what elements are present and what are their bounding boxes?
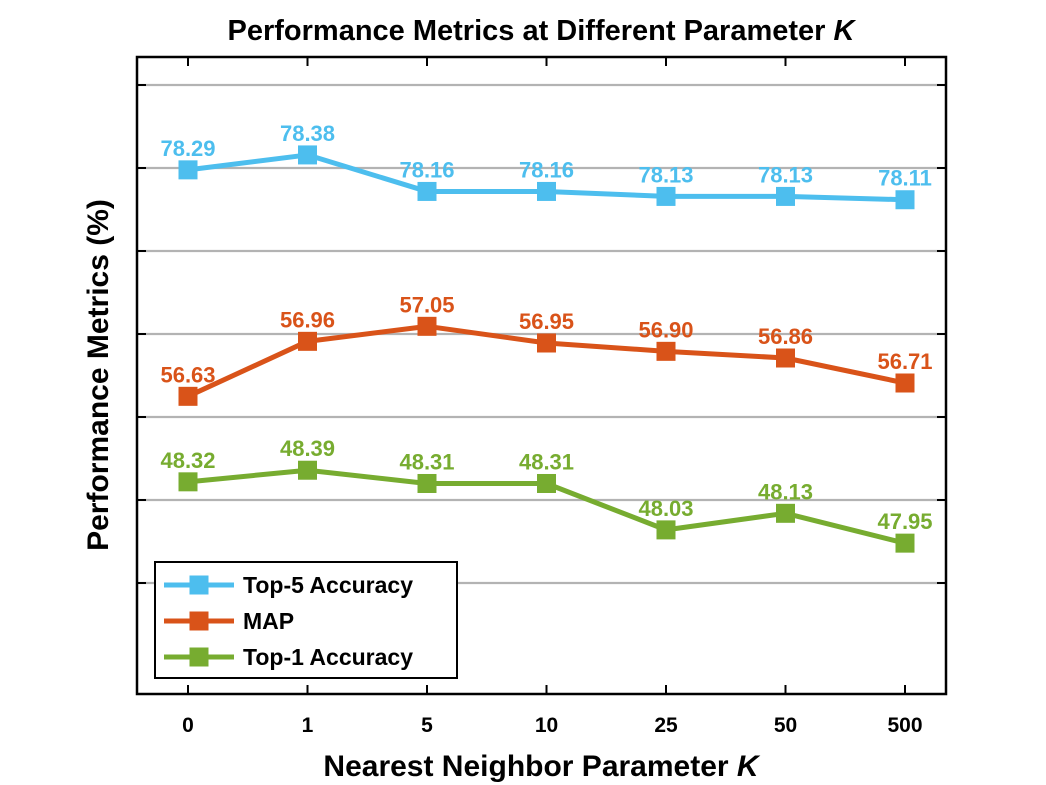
data-label-top-5-accuracy-5: 78.16 xyxy=(399,157,454,182)
legend-label-top-1-accuracy: Top-1 Accuracy xyxy=(243,644,413,670)
data-label-map-0: 56.63 xyxy=(160,362,215,387)
axis-ticks: 0 1 5 10 25 50 500 xyxy=(137,57,946,737)
data-label-map-10: 56.95 xyxy=(519,309,574,334)
marker-map-1 xyxy=(298,331,317,351)
data-label-map-50: 56.86 xyxy=(758,324,813,349)
data-label-top-5-accuracy-500: 78.11 xyxy=(878,166,932,191)
data-label-top-1-accuracy-500: 47.95 xyxy=(877,509,932,534)
y-axis-label: Performance Metrics (%) xyxy=(82,199,115,551)
marker-map-0 xyxy=(178,386,198,406)
chart-title-italic: K xyxy=(834,15,857,47)
data-label-top-5-accuracy-25: 78.13 xyxy=(638,162,693,187)
x-tick-label-500: 500 xyxy=(887,714,922,737)
marker-map-10 xyxy=(537,333,556,353)
data-label-map-25: 56.90 xyxy=(638,317,693,342)
data-label-top-5-accuracy-50: 78.13 xyxy=(758,162,813,187)
data-label-top-5-accuracy-1: 78.38 xyxy=(280,121,335,146)
marker-map-500 xyxy=(895,373,915,393)
legend-marker-top-1-accuracy xyxy=(189,647,209,667)
data-label-top-1-accuracy-1: 48.39 xyxy=(280,436,335,461)
data-label-map-1: 56.96 xyxy=(280,307,335,332)
x-tick-label-5: 5 xyxy=(421,714,433,737)
legend: Top-5 Accuracy MAP Top-1 Accuracy xyxy=(154,561,458,679)
data-label-map-500: 56.71 xyxy=(877,349,932,374)
marker-top-5-accuracy-50 xyxy=(776,186,795,206)
x-tick-label-0: 0 xyxy=(182,714,194,737)
series-layer: 78.29 78.38 78.16 78.16 78.13 78.13 78.11 56.63… xyxy=(160,121,933,553)
marker-map-25 xyxy=(656,341,676,361)
marker-top-5-accuracy-0 xyxy=(178,160,198,180)
x-tick-label-1: 1 xyxy=(302,714,314,737)
chart-title-text: Performance Metrics at Different Paramet… xyxy=(228,15,826,47)
legend-marker-map xyxy=(189,611,209,631)
data-label-top-5-accuracy-0: 78.29 xyxy=(160,136,215,161)
data-label-top-1-accuracy-0: 48.32 xyxy=(160,448,215,473)
data-label-top-1-accuracy-5: 48.31 xyxy=(399,449,454,474)
marker-map-50 xyxy=(776,348,795,368)
marker-top-1-accuracy-10 xyxy=(537,473,556,493)
plot-frame xyxy=(135,55,948,696)
marker-top-5-accuracy-500 xyxy=(895,190,915,210)
marker-map-5 xyxy=(417,316,437,336)
data-label-top-1-accuracy-10: 48.31 xyxy=(519,449,574,474)
marker-top-5-accuracy-25 xyxy=(656,186,676,206)
x-axis-label-italic: K xyxy=(737,750,761,783)
x-tick-label-50: 50 xyxy=(774,714,797,737)
legend-label-top-5-accuracy: Top-5 Accuracy xyxy=(243,572,413,598)
data-label-map-5: 57.05 xyxy=(399,292,454,317)
x-tick-label-25: 25 xyxy=(654,714,678,737)
data-label-top-5-accuracy-10: 78.16 xyxy=(519,157,574,182)
legend-marker-top-5-accuracy xyxy=(189,575,209,595)
chart-title: Performance Metrics at Different Paramet… xyxy=(228,15,857,47)
marker-top-1-accuracy-5 xyxy=(417,473,437,493)
data-label-top-1-accuracy-25: 48.03 xyxy=(638,496,693,521)
x-axis-label: Nearest Neighbor Parameter K xyxy=(323,750,761,783)
x-axis-label-text: Nearest Neighbor Parameter xyxy=(323,750,728,783)
data-label-top-1-accuracy-50: 48.13 xyxy=(758,479,813,504)
marker-top-1-accuracy-50 xyxy=(776,503,795,523)
legend-label-map: MAP xyxy=(243,608,294,634)
marker-top-1-accuracy-1 xyxy=(298,460,317,480)
marker-top-1-accuracy-500 xyxy=(895,533,915,553)
marker-top-5-accuracy-10 xyxy=(537,181,556,201)
marker-top-1-accuracy-0 xyxy=(178,472,198,492)
marker-top-1-accuracy-25 xyxy=(656,520,676,540)
marker-top-5-accuracy-1 xyxy=(298,145,317,165)
marker-top-5-accuracy-5 xyxy=(417,181,437,201)
x-tick-label-10: 10 xyxy=(535,714,558,737)
